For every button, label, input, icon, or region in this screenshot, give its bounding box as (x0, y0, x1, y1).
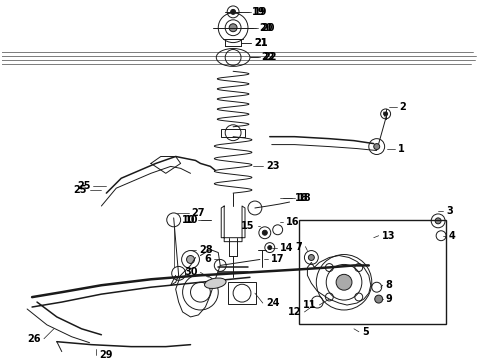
Text: 4: 4 (449, 231, 456, 241)
Text: 6: 6 (205, 255, 211, 265)
Text: 18: 18 (294, 193, 308, 203)
Text: 8: 8 (386, 280, 392, 290)
Circle shape (308, 255, 314, 261)
Text: 30: 30 (184, 267, 197, 277)
Text: 9: 9 (386, 294, 392, 304)
Text: 14: 14 (280, 243, 293, 253)
Text: 20: 20 (261, 23, 274, 33)
Circle shape (262, 230, 267, 235)
Text: 19: 19 (254, 7, 268, 17)
Circle shape (229, 24, 237, 32)
Text: 21: 21 (254, 37, 268, 48)
Text: 7: 7 (295, 242, 302, 252)
Text: 28: 28 (199, 244, 213, 255)
Circle shape (375, 295, 383, 303)
Text: 23: 23 (266, 161, 279, 171)
Text: 2: 2 (399, 102, 406, 112)
Text: 24: 24 (266, 298, 279, 308)
Text: 15: 15 (242, 221, 255, 231)
Circle shape (336, 274, 352, 290)
Text: 18: 18 (297, 193, 311, 203)
Text: 19: 19 (252, 7, 266, 17)
Bar (299, 220, 446, 324)
Text: 5: 5 (362, 327, 368, 337)
Ellipse shape (204, 278, 226, 288)
Text: 10: 10 (182, 215, 196, 225)
Text: 20: 20 (259, 23, 272, 33)
Circle shape (187, 256, 195, 264)
Text: 22: 22 (263, 53, 276, 62)
Bar (221, 129, 245, 137)
Text: 10: 10 (185, 215, 198, 225)
Text: 26: 26 (27, 334, 41, 344)
Text: 12: 12 (288, 307, 301, 317)
Circle shape (231, 9, 236, 14)
Text: 29: 29 (99, 350, 113, 360)
Text: 22: 22 (261, 53, 274, 62)
Bar (228, 282, 256, 304)
Circle shape (384, 112, 388, 116)
Text: 16: 16 (286, 217, 299, 227)
Text: 27: 27 (192, 208, 205, 218)
Text: 25: 25 (77, 181, 91, 191)
Text: 11: 11 (303, 300, 317, 310)
Circle shape (374, 144, 380, 149)
Text: 1: 1 (397, 144, 404, 154)
Text: 21: 21 (254, 37, 268, 48)
Circle shape (435, 218, 441, 224)
Text: 25: 25 (73, 185, 87, 195)
Text: 3: 3 (446, 206, 453, 216)
Circle shape (268, 246, 272, 249)
Text: 13: 13 (382, 231, 395, 241)
Text: 17: 17 (271, 255, 284, 265)
